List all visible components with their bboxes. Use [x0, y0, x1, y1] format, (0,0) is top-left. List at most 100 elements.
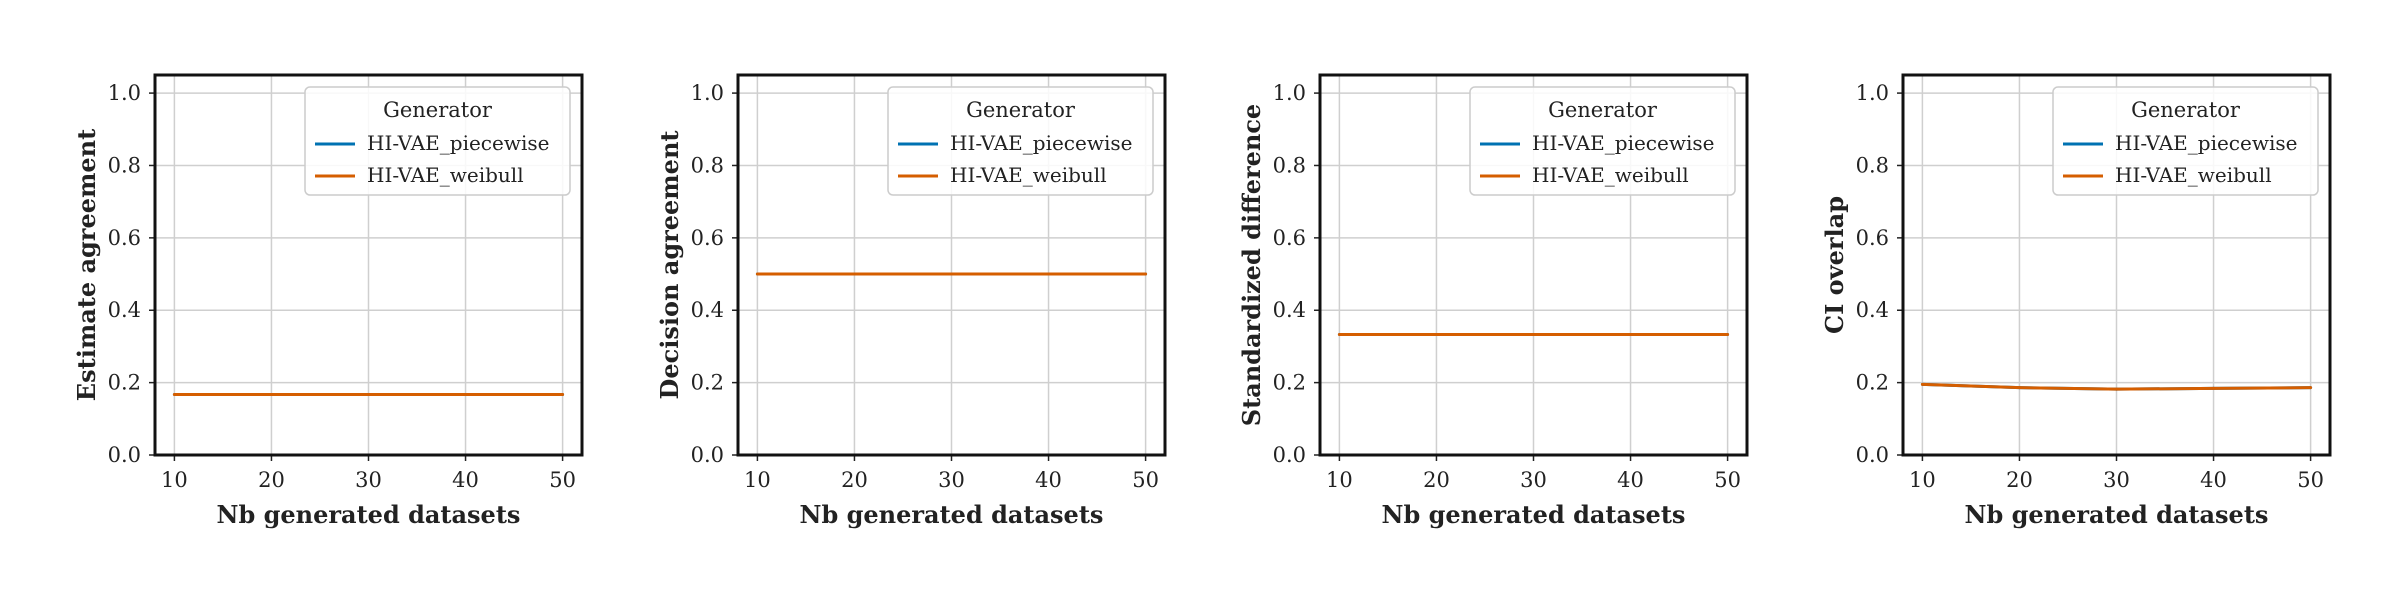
- y-tick-label: 0.4: [691, 298, 724, 322]
- x-tick-label: 40: [1035, 468, 1062, 492]
- x-tick-label: 40: [1617, 468, 1644, 492]
- series-point: [2309, 386, 2313, 390]
- series-point: [269, 393, 273, 397]
- legend-title: Generator: [1548, 98, 1658, 122]
- y-tick-label: 0.0: [691, 443, 724, 467]
- legend-box: [2052, 86, 2319, 196]
- x-tick-label: 30: [2103, 468, 2130, 492]
- y-tick-label: 1.0: [1273, 81, 1306, 105]
- y-tick-label: 0.4: [1856, 298, 1889, 322]
- y-tick-label: 0.6: [1273, 226, 1306, 250]
- plot-frame: [1901, 73, 2332, 457]
- chart-panel-2: 10 20 30 40 50 0.0 0.2 0.4 0.6 0.8 1.0 Nb generated…: [655, 73, 1167, 529]
- legend-entry-1: HI-VAE_piecewise: [950, 131, 1132, 155]
- legend: Generator HI-VAE_piecewise HI-VAE_weibull: [1469, 86, 1736, 196]
- series-point: [1337, 332, 1341, 336]
- x-tick-label: 20: [841, 468, 868, 492]
- plot-frame: [153, 73, 584, 457]
- y-tick-label: 1.0: [108, 81, 141, 105]
- series-point: [1532, 332, 1535, 336]
- y-axis-label: Standardized difference: [1237, 104, 1266, 426]
- x-axis-label: Nb generated datasets: [1965, 500, 2269, 529]
- y-axis-label: Estimate agreement: [72, 129, 101, 401]
- plot-frame: [1318, 73, 1749, 457]
- x-tick-label: 30: [938, 468, 965, 492]
- y-tick-label: 0.8: [1273, 153, 1306, 177]
- y-axis-label: Decision agreement: [655, 131, 684, 400]
- x-tick-label: 30: [1520, 468, 1547, 492]
- legend: Generator HI-VAE_piecewise HI-VAE_weibull: [304, 86, 571, 196]
- y-tick-label: 0.6: [108, 226, 141, 250]
- series-point: [367, 393, 370, 397]
- x-tick-label: 10: [161, 468, 188, 492]
- x-tick-label: 50: [1132, 468, 1159, 492]
- x-tick-label: 20: [2006, 468, 2033, 492]
- x-tick-label: 10: [1909, 468, 1936, 492]
- series-point: [755, 272, 759, 276]
- series-point: [1920, 382, 1924, 386]
- legend-box: [1469, 86, 1736, 196]
- y-tick-label: 0.2: [691, 371, 724, 395]
- y-tick-label: 0.0: [1856, 443, 1889, 467]
- series-point: [2115, 387, 2118, 391]
- y-tick-label: 0.6: [1856, 226, 1889, 250]
- y-tick-label: 0.2: [1273, 371, 1306, 395]
- series-point: [2212, 386, 2216, 390]
- y-tick-label: 0.8: [108, 153, 141, 177]
- chart-panel-3: 10 20 30 40 50 0.0 0.2 0.4 0.6 0.8 1.0 Nb generated…: [1237, 73, 1749, 529]
- legend-title: Generator: [966, 98, 1076, 122]
- series-point: [852, 272, 856, 276]
- y-axis-label: CI overlap: [1820, 196, 1849, 334]
- legend: Generator HI-VAE_piecewise HI-VAE_weibull: [2052, 86, 2319, 196]
- y-tick-label: 0.2: [108, 371, 141, 395]
- y-tick-label: 0.4: [108, 298, 141, 322]
- plot-frame: [736, 73, 1167, 457]
- y-tick-label: 0.8: [1856, 153, 1889, 177]
- series-point: [464, 393, 468, 397]
- x-tick-label: 50: [2297, 468, 2324, 492]
- x-axis-label: Nb generated datasets: [800, 500, 1104, 529]
- x-tick-label: 30: [355, 468, 382, 492]
- legend-entry-2: HI-VAE_weibull: [2115, 163, 2272, 187]
- x-tick-label: 50: [1714, 468, 1741, 492]
- legend-title: Generator: [2131, 98, 2241, 122]
- series-point: [1047, 272, 1051, 276]
- y-tick-label: 0.0: [1273, 443, 1306, 467]
- series-point: [561, 393, 565, 397]
- x-tick-label: 50: [549, 468, 576, 492]
- y-tick-label: 1.0: [1856, 81, 1889, 105]
- series-point: [1726, 332, 1730, 336]
- x-tick-label: 40: [452, 468, 479, 492]
- legend-entry-2: HI-VAE_weibull: [367, 163, 524, 187]
- series-point: [2017, 386, 2021, 390]
- series-point: [1434, 332, 1438, 336]
- x-tick-label: 20: [1423, 468, 1450, 492]
- series-point: [950, 272, 953, 276]
- y-tick-label: 0.6: [691, 226, 724, 250]
- chart-panel-1: 10 20 30 40 50 0.0 0.2 0.4 0.6 0.8 1.0 Nb generated…: [72, 73, 584, 529]
- series-point: [1144, 272, 1148, 276]
- legend-box: [887, 86, 1154, 196]
- x-axis-label: Nb generated datasets: [1382, 500, 1686, 529]
- x-tick-label: 40: [2200, 468, 2227, 492]
- x-tick-label: 10: [744, 468, 771, 492]
- y-tick-label: 0.8: [691, 153, 724, 177]
- legend-title: Generator: [383, 98, 493, 122]
- legend-entry-1: HI-VAE_piecewise: [1532, 131, 1714, 155]
- x-tick-label: 10: [1326, 468, 1353, 492]
- legend-entry-2: HI-VAE_weibull: [1532, 163, 1689, 187]
- y-tick-label: 0.4: [1273, 298, 1306, 322]
- series-point: [1629, 332, 1633, 336]
- x-axis-label: Nb generated datasets: [217, 500, 521, 529]
- chart-panel-4: 10 20 30 40 50 0.0 0.2 0.4 0.6 0.8 1.0 Nb generated…: [1820, 73, 2332, 529]
- y-tick-label: 1.0: [691, 81, 724, 105]
- legend-entry-1: HI-VAE_piecewise: [2115, 131, 2297, 155]
- legend-box: [304, 86, 571, 196]
- legend: Generator HI-VAE_piecewise HI-VAE_weibull: [887, 86, 1154, 196]
- y-tick-label: 0.0: [108, 443, 141, 467]
- legend-entry-2: HI-VAE_weibull: [950, 163, 1107, 187]
- series-point: [172, 393, 176, 397]
- x-tick-label: 20: [258, 468, 285, 492]
- y-tick-label: 0.2: [1856, 371, 1889, 395]
